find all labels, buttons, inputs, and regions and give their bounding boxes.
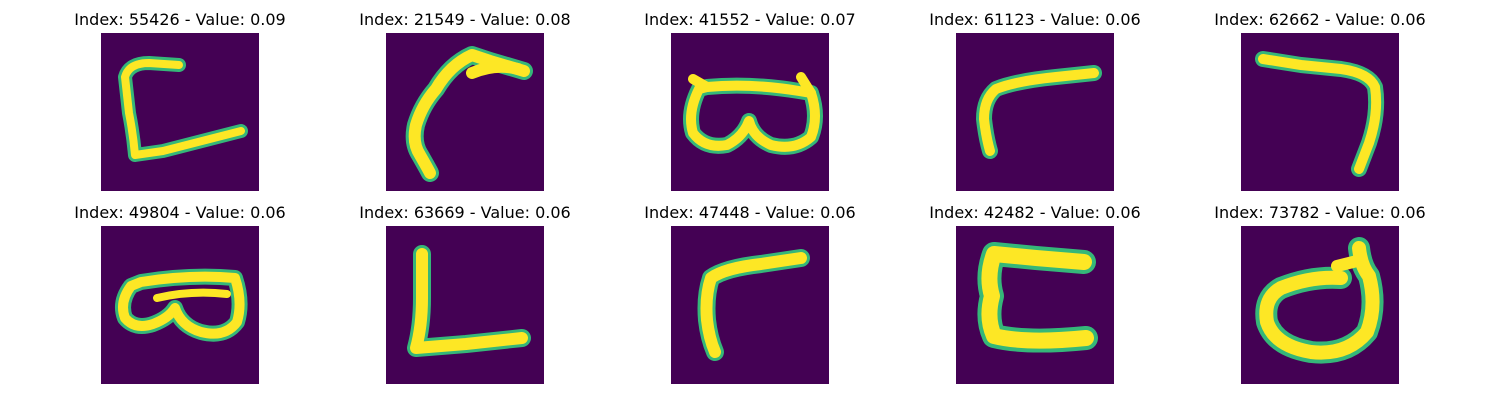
- panel-1: Index: 55426 - Value: 0.09: [70, 10, 290, 191]
- panel-7: Index: 63669 - Value: 0.06: [355, 203, 575, 384]
- panel-4: Index: 61123 - Value: 0.06: [925, 10, 1145, 191]
- digit-image: [101, 226, 259, 384]
- panel-9: Index: 42482 - Value: 0.06: [925, 203, 1145, 384]
- panel-title: Index: 73782 - Value: 0.06: [1214, 203, 1426, 222]
- panel-5: Index: 62662 - Value: 0.06: [1210, 10, 1430, 191]
- panel-title: Index: 63669 - Value: 0.06: [359, 203, 571, 222]
- panel-title: Index: 62662 - Value: 0.06: [1214, 10, 1426, 29]
- panel-title: Index: 21549 - Value: 0.08: [359, 10, 571, 29]
- digit-image: [671, 33, 829, 191]
- digit-image: [956, 226, 1114, 384]
- panel-title: Index: 61123 - Value: 0.06: [929, 10, 1141, 29]
- panel-title: Index: 55426 - Value: 0.09: [74, 10, 286, 29]
- panel-title: Index: 49804 - Value: 0.06: [74, 203, 286, 222]
- digit-image: [956, 33, 1114, 191]
- panel-6: Index: 49804 - Value: 0.06: [70, 203, 290, 384]
- digit-image: [671, 226, 829, 384]
- digit-image: [386, 226, 544, 384]
- panel-title: Index: 41552 - Value: 0.07: [644, 10, 856, 29]
- digit-image: [1241, 226, 1399, 384]
- panel-10: Index: 73782 - Value: 0.06: [1210, 203, 1430, 384]
- panel-title: Index: 42482 - Value: 0.06: [929, 203, 1141, 222]
- panel-3: Index: 41552 - Value: 0.07: [640, 10, 860, 191]
- digit-image: [101, 33, 259, 191]
- digit-image: [1241, 33, 1399, 191]
- panel-8: Index: 47448 - Value: 0.06: [640, 203, 860, 384]
- digit-image: [386, 33, 544, 191]
- panel-2: Index: 21549 - Value: 0.08: [355, 10, 575, 191]
- panel-title: Index: 47448 - Value: 0.06: [644, 203, 856, 222]
